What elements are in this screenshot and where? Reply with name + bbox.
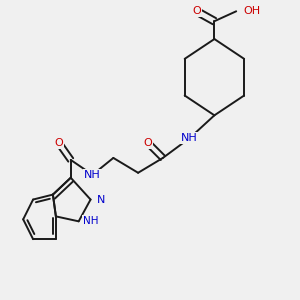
Text: O: O bbox=[55, 138, 63, 148]
Text: OH: OH bbox=[244, 6, 261, 16]
Text: NH: NH bbox=[84, 170, 101, 180]
Text: NH: NH bbox=[181, 133, 198, 143]
Text: O: O bbox=[192, 6, 201, 16]
Text: O: O bbox=[144, 138, 152, 148]
Text: N: N bbox=[97, 194, 105, 205]
Text: NH: NH bbox=[83, 216, 99, 226]
